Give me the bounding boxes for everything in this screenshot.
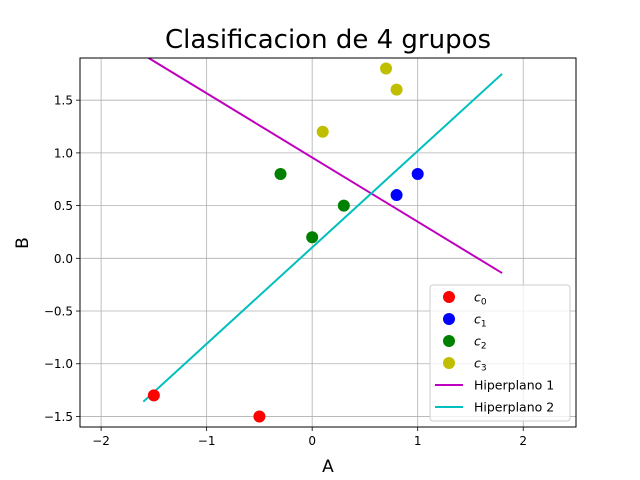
- data-point: [390, 83, 403, 96]
- legend-marker: [443, 357, 455, 369]
- data-point: [316, 125, 329, 138]
- data-point: [337, 199, 350, 212]
- legend-label: c2: [474, 334, 487, 352]
- x-tick-label: −1: [198, 434, 216, 448]
- data-point: [253, 410, 266, 423]
- y-tick-label: 1.0: [54, 146, 73, 160]
- y-tick-label: −1.5: [44, 410, 73, 424]
- y-tick-label: −1.0: [44, 357, 73, 371]
- legend-label: c1: [474, 312, 487, 330]
- data-point: [306, 231, 319, 244]
- y-axis-label: B: [13, 237, 33, 249]
- x-axis-label: A: [322, 457, 334, 477]
- y-tick-label: 0.0: [54, 252, 73, 266]
- legend: c0 c1 c2 c3 Hiperplano 1 Hiperplano 2: [429, 284, 571, 422]
- x-tick-label: −2: [92, 434, 110, 448]
- hyperplane-line: [142, 73, 503, 403]
- x-tick-label: 2: [519, 434, 527, 448]
- y-tick-label: 0.5: [54, 199, 73, 213]
- hyperplane-line: [148, 57, 503, 274]
- y-tick-label: −0.5: [44, 305, 73, 319]
- data-point: [411, 167, 424, 180]
- legend-marker: [443, 291, 455, 303]
- x-tick-label: 1: [414, 434, 422, 448]
- data-point: [274, 167, 287, 180]
- chart-title: Clasificacion de 4 grupos: [165, 25, 491, 55]
- legend-label: c0: [474, 290, 487, 308]
- plot-data: [142, 57, 503, 423]
- legend-label: Hiperplano 1: [474, 378, 554, 393]
- legend-box: [429, 284, 571, 422]
- x-tick-label: 0: [308, 434, 316, 448]
- legend-marker: [443, 335, 455, 347]
- legend-label: Hiperplano 2: [474, 400, 554, 415]
- ticks: −2 −1 0 1 2 −1.5 −1.0 −0.5 0.0 0.5 1.0 1.5: [44, 94, 527, 448]
- legend-marker: [443, 313, 455, 325]
- data-point: [390, 189, 403, 202]
- data-point: [147, 389, 160, 402]
- plot-frame: [79, 57, 577, 428]
- data-point: [380, 62, 393, 75]
- legend-label: c3: [474, 356, 487, 374]
- y-tick-label: 1.5: [54, 94, 73, 108]
